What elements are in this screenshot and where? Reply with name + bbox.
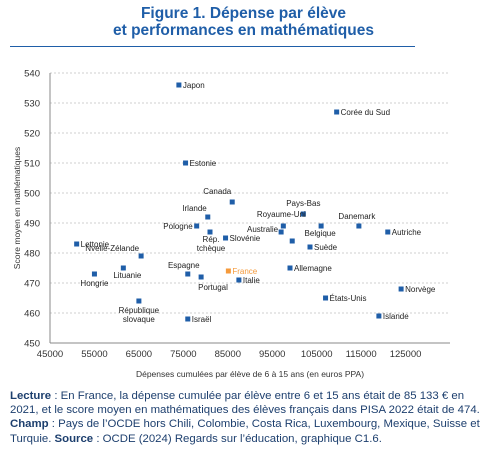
y-tick-label: 450 — [24, 339, 40, 350]
point-marker-pays-bas — [300, 211, 306, 217]
point-label: Pays-Bas — [286, 199, 320, 208]
point-marker-portugal — [198, 274, 204, 280]
point-marker-japon — [176, 82, 182, 88]
champ-label: Champ — [10, 418, 49, 431]
x-tick-label: 105000 — [301, 349, 333, 360]
figure-title-line2: et performances en mathématiques — [112, 22, 374, 39]
point-label: Royaume-Uni — [257, 210, 306, 219]
point-marker-italie — [236, 277, 242, 283]
point-label: République slovaque — [119, 306, 160, 324]
point-marker-belgique — [318, 223, 324, 229]
point-marker--tats-unis — [323, 295, 329, 301]
y-tick-label: 470 — [24, 279, 40, 290]
source-text: : OCDE (2024) Regards sur l’éducation, g… — [93, 432, 382, 445]
point-marker-autriche — [385, 229, 391, 235]
x-tick-label: 45000 — [37, 349, 63, 360]
point-label: Allemagne — [294, 264, 332, 273]
x-tick-label: 55000 — [81, 349, 107, 360]
point-marker-lettonie — [74, 241, 80, 247]
point-label: Lituanie — [113, 271, 142, 280]
point-marker-allemagne — [287, 265, 293, 271]
point-label: Lettonie — [81, 240, 110, 249]
point-label: Norvège — [405, 285, 436, 294]
y-tick-label: 530 — [24, 99, 40, 110]
y-tick-label: 460 — [24, 309, 40, 320]
point-marker-france — [225, 268, 231, 274]
y-tick-label: 540 — [24, 69, 40, 80]
point-label: Italie — [243, 276, 260, 285]
y-tick-label: 480 — [24, 249, 40, 260]
point-marker-royaume-uni — [280, 223, 286, 229]
x-tick-label: 115000 — [346, 349, 377, 360]
point-label: Suède — [314, 243, 338, 252]
x-tick-label: 75000 — [170, 349, 196, 360]
point-marker-slov-nie — [223, 235, 229, 241]
point-marker-isra-l — [185, 316, 191, 322]
point-label: Israël — [192, 315, 212, 324]
point-label: Autriche — [392, 228, 422, 237]
point-label: Islande — [383, 312, 409, 321]
x-tick-label: 95000 — [259, 349, 285, 360]
figure-caption: Lecture : En France, la dépense cumulée … — [10, 389, 480, 446]
y-axis-title: Score moyen en mathématiques — [12, 147, 22, 269]
lecture-text: : En France, la dépense cumulée par élèv… — [10, 390, 480, 417]
x-tick-label: 125000 — [390, 349, 422, 360]
y-tick-label: 520 — [24, 129, 40, 140]
point-marker-finlande — [289, 238, 295, 244]
point-marker-espagne — [185, 271, 191, 277]
title-divider — [10, 46, 415, 47]
point-marker-norv-ge — [398, 286, 404, 292]
point-label-line: slovaque — [123, 315, 156, 324]
point-label: Irlande — [182, 204, 207, 213]
point-label: Corée du Sud — [341, 108, 390, 117]
point-label: Japon — [183, 81, 205, 90]
point-marker-r-p-tch-que — [207, 229, 213, 235]
point-label: Nvelle-Zélande — [85, 244, 139, 253]
point-marker-cor-e-du-sud — [334, 109, 340, 115]
y-tick-label: 490 — [24, 219, 40, 230]
y-tick-label: 510 — [24, 159, 40, 170]
point-label: Slovénie — [230, 234, 261, 243]
point-label: Rép. tchèque — [197, 235, 226, 253]
x-tick-label: 85000 — [215, 349, 241, 360]
x-tick-label: 65000 — [126, 349, 152, 360]
point-marker-estonie — [183, 160, 189, 166]
point-label: Belgique — [305, 229, 337, 238]
point-label-line: Rép. — [203, 235, 220, 244]
point-label: États-Unis — [330, 294, 367, 303]
champ-text: : Pays de l’OCDE hors Chili, Colombie, C… — [10, 418, 480, 445]
point-label: Portugal — [198, 283, 228, 292]
point-label: Pologne — [163, 222, 193, 231]
point-marker-australie — [278, 229, 284, 235]
point-marker-irlande — [205, 214, 211, 220]
point-marker-pologne — [194, 223, 200, 229]
source-label: Source — [54, 432, 94, 445]
point-label: Australie — [247, 225, 279, 234]
point-label-line: République — [119, 306, 160, 315]
figure-title-line1: Figure 1. Dépense par élève — [140, 5, 347, 22]
point-label: Hongrie — [80, 279, 109, 288]
point-marker-lituanie — [120, 265, 126, 271]
point-label: Espagne — [168, 261, 200, 270]
figure-title: Figure 1. Dépense par élève et performan… — [0, 5, 487, 39]
point-marker-nvelle-z-lande — [138, 253, 144, 259]
point-label: Danemark — [338, 212, 376, 221]
point-label-line: tchèque — [197, 244, 226, 253]
point-marker-canada — [229, 199, 235, 205]
point-marker-islande — [376, 313, 382, 319]
scatter-chart: 450 460 470 480 490 500 510 520 530 540 45000 55000… — [12, 69, 450, 379]
point-marker-danemark — [356, 223, 362, 229]
y-tick-label: 500 — [24, 189, 40, 200]
point-marker-su-de — [307, 244, 313, 250]
lecture-label: Lecture — [10, 390, 52, 402]
point-marker-r-publique-slovaque — [136, 298, 142, 304]
point-label: France — [232, 267, 257, 276]
x-axis-title: Dépenses cumulées par élève de 6 à 15 an… — [136, 369, 364, 379]
point-marker-hongrie — [91, 271, 97, 277]
point-label: Estonie — [190, 159, 217, 168]
point-label: Canada — [203, 187, 232, 196]
